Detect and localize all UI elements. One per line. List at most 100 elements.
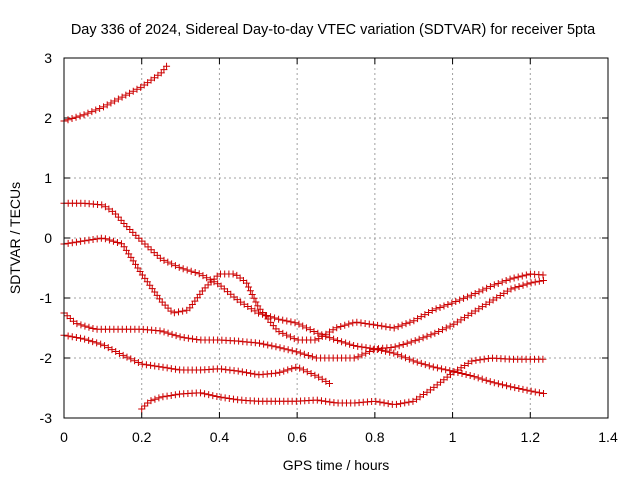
data-point-marker: [230, 367, 238, 375]
data-point-marker: [345, 320, 353, 328]
data-point-marker: [85, 323, 93, 331]
data-point-marker: [252, 298, 260, 306]
data-point-marker: [318, 332, 326, 340]
data-point-marker: [457, 316, 465, 324]
data-point-marker: [357, 319, 365, 327]
data-point-marker: [392, 400, 400, 408]
data-point-marker: [350, 354, 358, 362]
data-point-marker: [68, 115, 76, 123]
data-point-marker: [486, 282, 494, 290]
data-point-marker: [159, 363, 167, 371]
data-point-marker: [494, 279, 502, 287]
data-point-marker: [119, 351, 127, 359]
data-point-marker: [350, 341, 358, 349]
data-point-marker: [156, 327, 164, 335]
data-point-marker: [175, 308, 183, 316]
data-point-marker: [134, 264, 142, 272]
data-point-marker: [414, 315, 422, 323]
data-point-marker: [411, 337, 419, 345]
data-point-marker: [81, 335, 89, 343]
data-point-marker: [518, 272, 526, 280]
data-point-marker: [150, 249, 158, 257]
x-tick-label: 1.4: [598, 429, 618, 445]
y-tick-label: -2: [40, 350, 53, 366]
data-point-marker: [280, 345, 288, 353]
data-point-marker: [108, 346, 116, 354]
data-point-marker: [112, 348, 120, 356]
data-point-marker: [446, 367, 454, 375]
data-point-marker: [317, 397, 325, 405]
data-point-marker: [308, 353, 316, 361]
data-point-marker: [428, 307, 436, 315]
data-point-marker: [435, 327, 443, 335]
data-point-marker: [399, 340, 407, 348]
data-point-marker: [415, 335, 423, 343]
data-point-marker: [539, 271, 547, 279]
data-point-marker: [479, 286, 487, 294]
data-point-marker: [80, 111, 88, 119]
data-point-marker: [151, 362, 159, 370]
data-point-marker: [226, 366, 234, 374]
data-point-marker: [275, 328, 283, 336]
data-point-marker: [218, 365, 226, 373]
plot-frame: [63, 57, 609, 419]
data-point-marker: [126, 225, 134, 233]
data-point-marker: [155, 394, 163, 402]
data-point-marker: [373, 346, 381, 354]
data-point-marker: [313, 396, 321, 404]
data-point-marker: [461, 362, 469, 370]
data-point-marker: [245, 283, 253, 291]
data-point-marker: [171, 391, 179, 399]
data-point-marker: [85, 336, 93, 344]
data-point-marker: [164, 304, 172, 312]
data-point-marker: [168, 330, 176, 338]
data-point-marker: [531, 388, 539, 396]
x-tick-label: 1.2: [521, 429, 541, 445]
data-point-marker: [471, 307, 479, 315]
data-point-marker: [280, 367, 288, 375]
data-point-marker: [386, 323, 394, 331]
data-point-marker: [125, 250, 133, 258]
data-point-marker: [199, 272, 207, 280]
series-sat-a: [60, 62, 171, 125]
data-point-marker: [433, 364, 441, 372]
y-tick-label: -3: [40, 410, 53, 426]
data-point-marker: [84, 109, 92, 117]
data-point-marker: [390, 324, 398, 332]
data-point-marker: [217, 393, 225, 401]
data-point-marker: [377, 346, 385, 354]
data-point-marker: [284, 346, 292, 354]
data-point-marker: [391, 343, 399, 351]
data-point-marker: [272, 369, 280, 377]
data-point-marker: [132, 231, 140, 239]
data-point-marker: [132, 260, 140, 268]
data-point-marker: [315, 373, 323, 381]
data-point-marker: [184, 334, 192, 342]
data-point-marker: [247, 369, 255, 377]
data-point-marker: [134, 358, 142, 366]
series-sat-b: [60, 199, 547, 353]
data-point-marker: [374, 321, 382, 329]
data-point-marker: [507, 285, 515, 293]
data-point-marker: [354, 342, 362, 350]
data-point-marker: [210, 275, 218, 283]
data-point-marker: [167, 391, 175, 399]
data-point-marker: [283, 331, 291, 339]
data-point-marker: [311, 336, 319, 344]
data-point-marker: [255, 339, 263, 347]
data-point-marker: [88, 108, 96, 116]
data-point-marker: [307, 369, 315, 377]
data-point-marker: [251, 370, 259, 378]
data-point-marker: [337, 323, 345, 331]
data-point-marker: [291, 319, 299, 327]
data-point-marker: [104, 344, 112, 352]
data-point-marker: [450, 320, 458, 328]
data-point-marker: [535, 277, 543, 285]
data-point-marker: [318, 331, 326, 339]
data-point-marker: [429, 363, 437, 371]
data-point-marker: [384, 400, 392, 408]
data-point-marker: [255, 309, 263, 317]
data-point-marker: [372, 397, 380, 405]
data-point-marker: [425, 309, 433, 317]
